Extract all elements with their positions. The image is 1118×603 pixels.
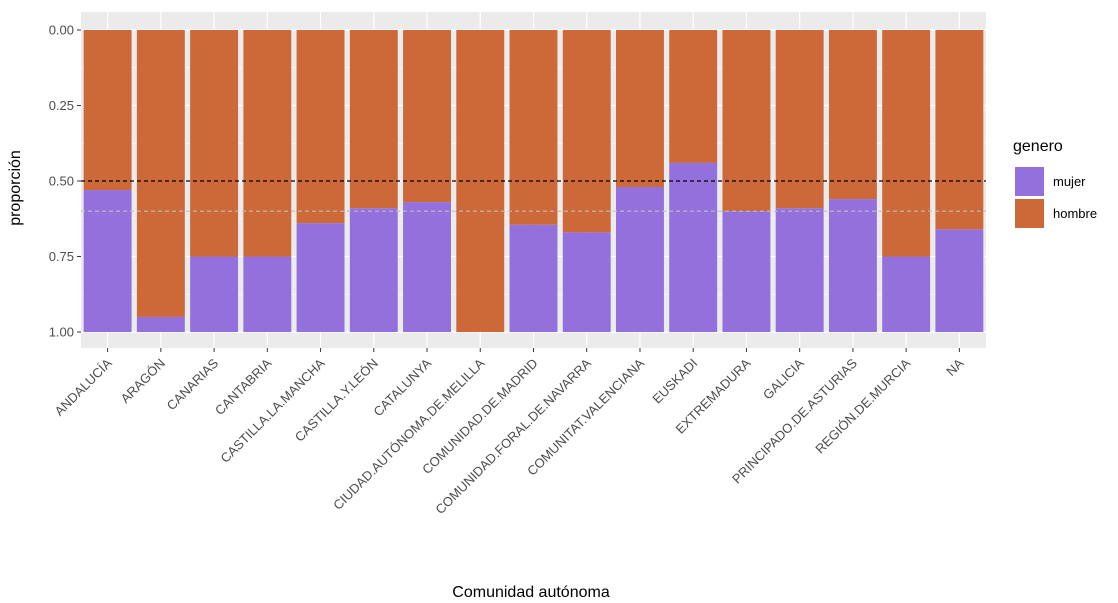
bar-mujer-arag-n <box>136 316 185 332</box>
bar-mujer-canarias <box>190 256 239 332</box>
bar-hombre-andaluc-a <box>83 30 132 191</box>
bar-hombre-extremadura <box>722 30 771 212</box>
y-axis: 0.00 0.25 0.50 0.75 1.00 <box>49 23 81 340</box>
x-tick-label: NA <box>943 355 967 379</box>
x-tick-label: CANARIAS <box>164 355 222 413</box>
bar-mujer-castilla-la-mancha <box>296 223 345 332</box>
x-tick-label: GALICIA <box>760 355 807 402</box>
bar-hombre-castilla-y-le-n <box>349 30 398 209</box>
bar-hombre-comunidad-de-madrid <box>509 30 558 225</box>
bar-hombre-regi-n-de-murcia <box>882 30 931 257</box>
bar-mujer-na <box>935 229 984 332</box>
bar-mujer-comunidad-foral-de-navarra <box>562 232 611 332</box>
y-tick-label: 1.00 <box>49 325 74 340</box>
legend-key-hombre <box>1015 199 1044 228</box>
bar-hombre-comunidad-foral-de-navarra <box>562 30 611 233</box>
legend-label-hombre: hombre <box>1053 206 1097 221</box>
bar-mujer-cantabria <box>243 256 292 332</box>
bar-mujer-extremadura <box>722 211 771 332</box>
bar-hombre-principado-de-asturias <box>828 30 877 200</box>
x-tick-label: REGIÓN.DE.MURCIA <box>812 355 913 456</box>
bar-hombre-castilla-la-mancha <box>296 30 345 224</box>
bar-hombre-na <box>935 30 984 230</box>
legend-label-mujer: mujer <box>1053 174 1086 189</box>
x-axis-title: Comunidad autónoma <box>452 584 610 601</box>
y-tick-label: 0.00 <box>49 23 74 38</box>
bars-layer <box>83 30 984 332</box>
legend-key-mujer <box>1015 167 1044 196</box>
bar-mujer-catalunya <box>403 202 451 332</box>
y-tick-label: 0.50 <box>49 174 74 189</box>
bar-mujer-euskadi <box>669 162 718 332</box>
y-tick-label: 0.75 <box>49 249 74 264</box>
bar-hombre-galicia <box>775 30 824 209</box>
x-tick-label: ARAGÓN <box>118 356 168 406</box>
x-tick-label: ANDALUCÍA <box>52 355 115 418</box>
bar-mujer-andaluc-a <box>83 190 132 332</box>
bar-mujer-regi-n-de-murcia <box>882 256 931 332</box>
y-tick-label: 0.25 <box>49 98 74 113</box>
reference-lines <box>81 180 986 212</box>
bar-hombre-comunitat-valenciana <box>616 30 664 188</box>
bar-mujer-comunidad-de-madrid <box>509 224 558 332</box>
bar-mujer-comunitat-valenciana <box>616 187 664 332</box>
bar-hombre-canarias <box>190 30 239 257</box>
x-tick-label: EUSKADI <box>649 356 700 407</box>
x-axis: ANDALUCÍA ARAGÓNCANARIASCANTABRIACASTILLA… <box>52 348 967 517</box>
bar-hombre-euskadi <box>669 30 718 163</box>
bar-mujer-principado-de-asturias <box>828 199 877 332</box>
x-tick-label: CASTILLA.LA.MANCHA <box>217 355 327 465</box>
bar-mujer-castilla-y-le-n <box>349 208 398 332</box>
legend-title: genero <box>1013 138 1063 155</box>
y-axis-title: proporción <box>7 150 24 226</box>
bar-hombre-arag-n <box>136 30 185 317</box>
bar-mujer-galicia <box>775 208 824 332</box>
bar-hombre-cantabria <box>243 30 292 257</box>
bar-hombre-catalunya <box>403 30 451 203</box>
legend: genero mujer hombre <box>1013 138 1097 228</box>
